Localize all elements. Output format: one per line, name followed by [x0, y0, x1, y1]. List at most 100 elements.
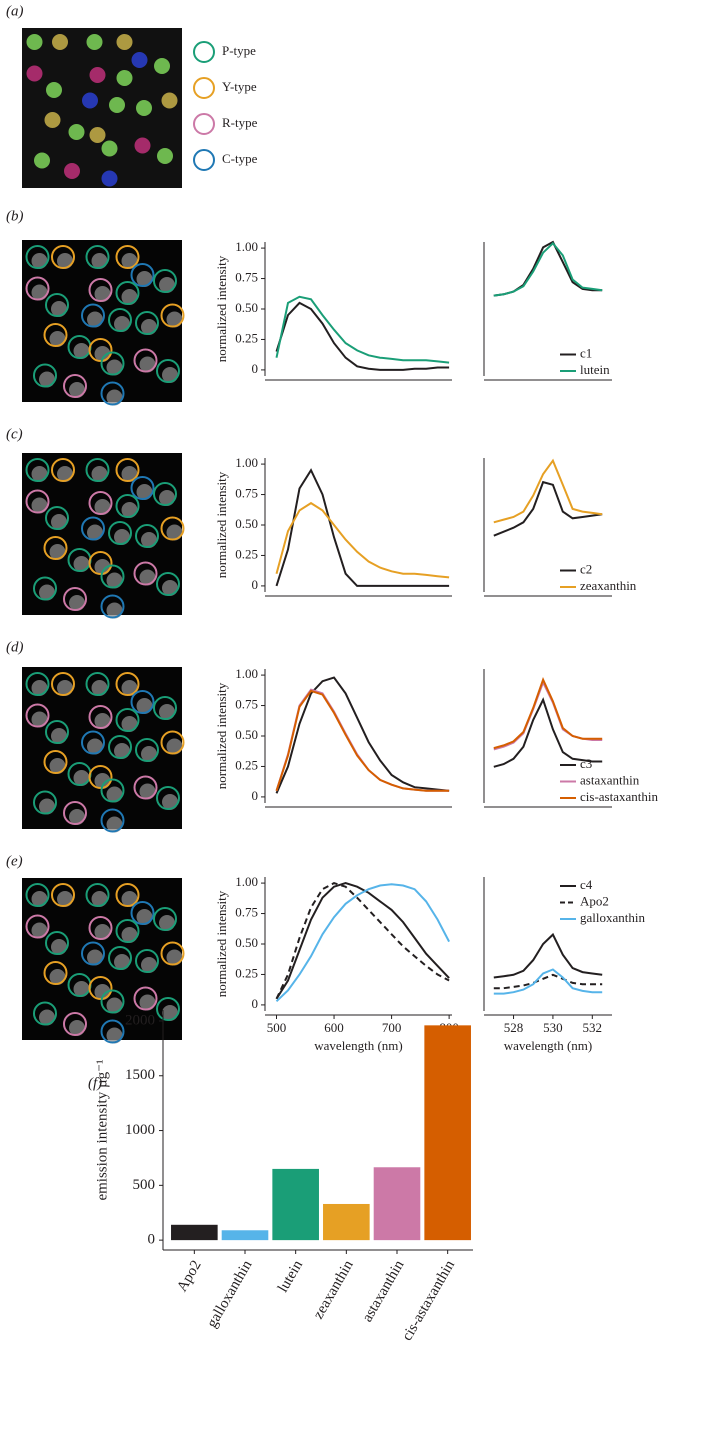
spectrum-line — [493, 480, 603, 537]
cell-marker — [63, 374, 87, 398]
cell — [31, 680, 48, 696]
cell-marker — [130, 476, 155, 500]
cell-marker — [156, 997, 180, 1021]
y-tick-label: 1.00 — [235, 239, 258, 254]
cell-marker — [81, 941, 105, 966]
cell — [26, 34, 43, 50]
cell-marker — [25, 276, 50, 301]
cell — [64, 163, 80, 179]
cell — [91, 253, 108, 269]
cell-marker — [135, 524, 159, 548]
cell-marker — [85, 245, 110, 269]
cell — [26, 65, 43, 82]
bar — [424, 1025, 471, 1241]
cell — [31, 711, 48, 728]
cell — [31, 284, 48, 301]
spectrum-line — [275, 295, 450, 364]
cell-marker — [45, 506, 69, 530]
cell — [157, 148, 173, 164]
cell-marker — [115, 708, 140, 732]
x-tick-label: 530 — [543, 1020, 563, 1035]
cell — [116, 34, 133, 50]
cell-marker — [63, 801, 87, 825]
cell-marker — [100, 778, 125, 803]
x-tick-label: 500 — [267, 1020, 287, 1035]
cell — [136, 909, 153, 925]
cell-marker — [88, 705, 113, 729]
spectrum-line — [275, 501, 450, 579]
x-tick-label: astaxanthin — [359, 1257, 407, 1325]
y-tick-label: 0.50 — [235, 516, 258, 531]
cell-marker — [108, 946, 132, 970]
bar — [272, 1168, 319, 1241]
y-tick-label: 0 — [252, 788, 259, 803]
legend-label: c2 — [580, 561, 592, 576]
cell-marker — [33, 1001, 57, 1026]
cell — [131, 52, 148, 68]
legend-marker — [193, 149, 215, 171]
y-tick-label: 1.00 — [235, 874, 258, 889]
cell-marker — [160, 730, 185, 755]
cell — [94, 773, 111, 789]
y-tick-label: 0 — [148, 1232, 156, 1248]
cell — [106, 602, 123, 619]
panel-label: (a) — [6, 3, 24, 19]
bar — [221, 1230, 269, 1241]
cell — [69, 1020, 85, 1036]
legend-marker — [193, 113, 215, 135]
cell-marker — [133, 775, 158, 800]
cell — [39, 584, 55, 601]
cell-marker — [25, 672, 50, 696]
x-tick-label: zeaxanthin — [310, 1257, 357, 1322]
cell — [121, 927, 138, 943]
cell — [51, 939, 67, 955]
cell-marker — [153, 696, 177, 720]
cell — [46, 82, 62, 98]
legend-label: c1 — [580, 345, 592, 360]
cell-marker — [135, 311, 159, 335]
cell-marker — [100, 594, 125, 619]
cell-marker — [51, 245, 75, 269]
cell-marker — [63, 1012, 87, 1036]
cell — [91, 466, 108, 482]
y-tick-label: 1500 — [125, 1067, 155, 1083]
legend-label: P-type — [222, 43, 256, 58]
cell — [136, 100, 152, 116]
cell — [94, 346, 111, 362]
cell — [68, 124, 85, 140]
cell-marker — [133, 561, 158, 586]
legend-label: R-type — [222, 115, 258, 130]
cell — [114, 743, 130, 759]
cell-marker — [51, 672, 75, 696]
cell-marker — [88, 765, 113, 789]
cell-marker — [51, 458, 75, 482]
cell-marker — [33, 576, 57, 601]
cell-marker — [51, 883, 75, 907]
x-tick-label: galloxanthin — [204, 1257, 256, 1330]
cell — [141, 532, 157, 548]
legend-marker — [193, 77, 215, 99]
spectrum-line — [275, 301, 450, 371]
y-tick-label: 0.75 — [235, 697, 258, 712]
legend-label: Apo2 — [580, 893, 609, 908]
cell — [121, 716, 138, 732]
cell-marker — [45, 720, 69, 744]
cell-marker — [156, 786, 180, 810]
y-axis-label: emission intensity µg⁻¹ — [94, 1059, 110, 1200]
cell-marker — [100, 989, 125, 1014]
x-axis-label: wavelength (nm) — [504, 1038, 592, 1053]
spectrum-line — [493, 968, 603, 995]
cell — [52, 34, 68, 50]
cell — [73, 556, 90, 572]
cell — [89, 127, 106, 143]
cell — [87, 949, 103, 966]
cell — [89, 67, 106, 83]
y-tick-label: 500 — [133, 1177, 156, 1193]
cell — [87, 311, 103, 328]
cell — [159, 915, 175, 931]
cell — [106, 572, 123, 589]
y-tick-label: 0.75 — [235, 270, 258, 285]
cell — [94, 713, 111, 729]
spectrum-line — [493, 973, 603, 990]
